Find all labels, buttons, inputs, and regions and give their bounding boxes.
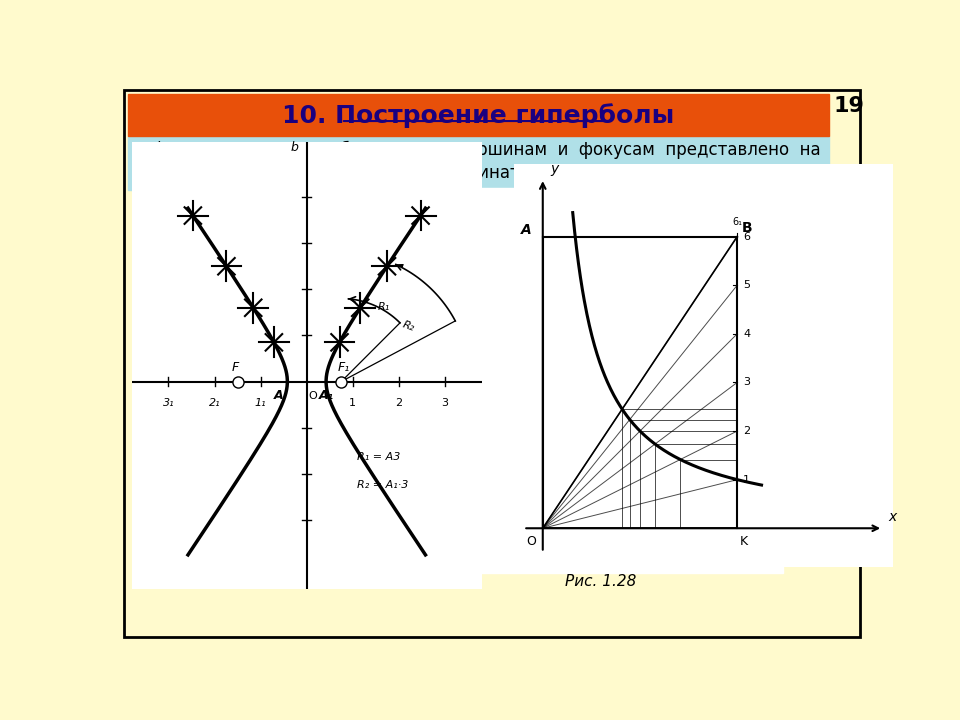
Text: 19: 19 bbox=[833, 96, 864, 116]
Text: R₁ = A3: R₁ = A3 bbox=[357, 452, 401, 462]
Text: Рис. 1, а по ее точке в заданных координатах на Рис. 2.: Рис. 1, а по ее точке в заданных координ… bbox=[135, 163, 627, 181]
Text: 3₁: 3₁ bbox=[162, 397, 174, 408]
Text: b: b bbox=[291, 141, 299, 154]
Text: O: O bbox=[308, 391, 317, 401]
Text: R₁: R₁ bbox=[378, 302, 391, 312]
Text: 6: 6 bbox=[743, 232, 750, 242]
Text: 2₁: 2₁ bbox=[208, 397, 221, 408]
Text: 1: 1 bbox=[743, 474, 750, 485]
Text: Рис. 1.27: Рис. 1.27 bbox=[313, 574, 384, 589]
Text: F₁: F₁ bbox=[338, 361, 349, 374]
Text: x: x bbox=[888, 510, 897, 524]
Text: 3: 3 bbox=[743, 377, 750, 387]
Text: A₁: A₁ bbox=[319, 389, 334, 402]
Text: B: B bbox=[742, 221, 753, 235]
Text: O: O bbox=[526, 535, 536, 548]
Bar bbox=[128, 137, 829, 190]
Text: 2: 2 bbox=[396, 397, 402, 408]
Text: A: A bbox=[275, 389, 284, 402]
Bar bbox=[211, 188, 783, 573]
Text: F: F bbox=[231, 361, 239, 374]
Text: 2: 2 bbox=[743, 426, 750, 436]
Text: y: y bbox=[550, 163, 559, 176]
Text: 3: 3 bbox=[442, 397, 448, 408]
Text: Рис. 1.28: Рис. 1.28 bbox=[564, 574, 636, 589]
Text: A: A bbox=[521, 223, 532, 237]
Text: 10. Построение гиперболы: 10. Построение гиперболы bbox=[282, 103, 674, 128]
Text: 1: 1 bbox=[349, 397, 356, 408]
Text: K: K bbox=[739, 535, 748, 548]
Text: R₂ = A₁·3: R₂ = A₁·3 bbox=[357, 480, 409, 490]
Text: 5: 5 bbox=[743, 280, 750, 290]
Text: 1₁: 1₁ bbox=[254, 397, 267, 408]
Bar bbox=[128, 94, 829, 137]
Text: 28)  Построение  гиперболы  по  ее  вершинам  и  фокусам  представлено  на: 28) Построение гиперболы по ее вершинам … bbox=[135, 140, 820, 158]
Text: 4: 4 bbox=[743, 329, 750, 339]
Text: 6₁: 6₁ bbox=[732, 217, 742, 227]
Text: R₂: R₂ bbox=[401, 319, 417, 333]
